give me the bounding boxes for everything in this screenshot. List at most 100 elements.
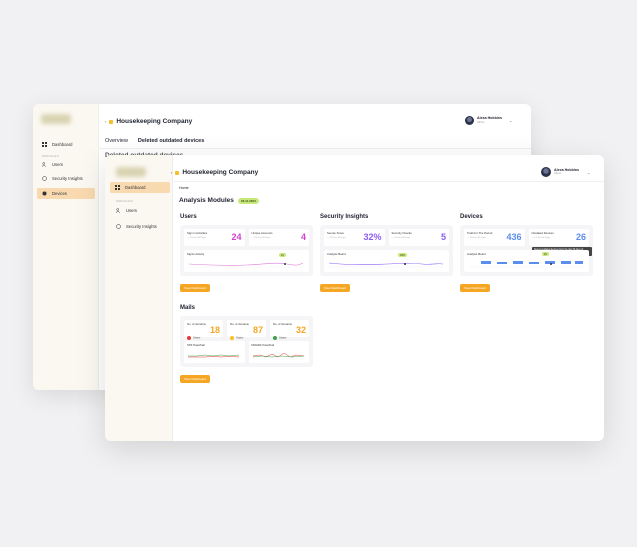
chart-label: SPF Pass/Fail [187,343,205,347]
stat-label: Outdated Devices [531,231,554,235]
company-name: Housekeeping Company [182,169,259,176]
avatar [465,116,474,125]
sidebar: Dashboard MODULES Users Security Insight… [33,104,99,390]
analysis-board-chart: Analysis Board 26 [464,250,589,272]
line-chart [252,352,306,360]
stat-hint: — 1% last 30 Days [531,237,551,239]
stat-label: Sign in Activities [187,231,208,235]
user-role: Admin [554,172,562,176]
sidebar-item-label: Users [126,208,137,213]
sidebar-item-label: Dashboard [125,185,146,190]
stat-hint: — 2% last 30 Days [391,237,411,239]
view-dashboard-button[interactable]: View Dashboard [180,375,210,383]
bar-chart [469,261,583,268]
sidebar-item-label: Security Insights [52,176,83,181]
company-logo [116,167,146,177]
stat-label: No. of domains [187,322,206,326]
user-menu[interactable]: Alexa Hobbins Admin ⌄ [541,167,590,177]
user-menu[interactable]: Alexa Hobbins Admin ⌄ [465,116,512,125]
stat-card: No. of domains Status 32 [270,320,309,340]
security-panel: Secure Score — 4% last 30 Days 32% Secur… [320,225,453,276]
chevron-down-icon: ⌄ [508,118,513,123]
sidebar-item-security-insights[interactable]: Security Insights [42,176,83,181]
stat-card: Total For The Period — 1% last 30 Days 4… [464,229,525,246]
stat-value: 4 [300,232,306,242]
page-title-text: Analysis Modules [179,197,234,204]
users-icon [42,162,46,167]
sidebar-item-label: Users [52,162,63,167]
status-label: Status [236,336,244,340]
stat-label: No. of domains [230,322,249,326]
security-insights-section: Security Insights Secure Score — 4% last… [320,214,453,294]
sidebar-section-label: MODULES [116,199,133,203]
view-dashboard-button[interactable]: View Dashboard [320,284,350,292]
chevron-left-icon: ‹ [105,119,107,124]
company-switcher[interactable]: ‹ Housekeeping Company [105,118,192,125]
stat-label: Security Checks [391,231,412,235]
users-panel: Sign in Activities — 2% last 30 Days 24 … [180,225,313,276]
sidebar-item-label: Devices [52,191,67,196]
date-badge: 03.11.2023 [237,197,259,204]
status-label: Status [193,336,201,340]
grid-icon [42,142,47,147]
status-label: Status [279,336,287,340]
sidebar-item-security-insights[interactable]: Security Insights [116,224,157,229]
stat-value: 26 [575,232,586,242]
sidebar-item-dashboard[interactable]: Dashboard [110,182,170,193]
section-title: Security Insights [320,214,369,220]
analysis-board-chart: Analysis Board 32% [324,250,449,272]
shield-icon [116,224,121,229]
company-icon [175,170,180,175]
stat-value: 32% [363,232,382,242]
breadcrumb[interactable]: Home [179,186,189,190]
mails-section: Mails No. of domains Status 18 No. of do… [180,305,313,385]
stat-hint: — 1% last 30 Days [467,237,486,239]
stat-card: Sign in Activities — 2% last 30 Days 24 [184,229,245,246]
sidebar-item-users[interactable]: Users [116,208,137,213]
chart-value-pill: 26 [542,252,549,256]
stat-value: 5 [440,232,446,242]
dmarc-chart: DMARC Pass/Fail [248,341,309,363]
avatar [541,167,551,177]
divider [99,148,531,149]
stat-value: 24 [231,232,242,242]
mails-panel: No. of domains Status 18 No. of domains … [180,316,313,367]
sidebar-item-users[interactable]: Users [42,162,63,167]
tab-overview[interactable]: Overview [105,138,128,144]
chart-value-pill: 32% [398,253,407,257]
chart-value-pill: 24 [279,253,286,257]
device-icon [42,191,47,196]
view-dashboard-button[interactable]: View Dashboard [460,284,490,292]
sidebar-item-dashboard[interactable]: Dashboard [42,142,73,147]
company-icon [109,119,114,124]
devices-panel: Total For The Period — 1% last 30 Days 4… [460,225,593,276]
section-title: Users [180,214,197,220]
company-switcher[interactable]: ‹ Housekeeping Company [171,169,258,176]
section-title: Devices [460,214,483,220]
chart-label: DMARC Pass/Fail [251,343,275,347]
line-chart [328,262,444,268]
stat-hint: — 2% last 30 Days [187,237,206,239]
stat-hint: — 2% last 30 Days [251,237,271,239]
users-icon [116,208,120,213]
chevron-down-icon: ⌄ [586,169,591,175]
sidebar-item-label: Dashboard [52,142,73,147]
divider [173,181,604,182]
stat-card: Unique Accounts — 2% last 30 Days 4 [248,229,309,246]
sidebar-section-label: MODULES [42,154,59,158]
user-role: Admin [477,120,485,124]
chart-label: Signin Activity [187,252,205,256]
page-title: Analysis Modules 03.11.2023 [179,197,259,204]
stat-card: No. of domains Status 18 [184,320,223,340]
sidebar-item-devices[interactable]: Devices [37,188,95,199]
stat-label: Unique Accounts [251,231,273,235]
stat-value: 18 [209,325,220,335]
stat-label: No. of domains [273,322,292,326]
section-title: Mails [180,305,196,311]
stat-card: Secure Score — 4% last 30 Days 32% [324,229,385,246]
status-dot [273,335,277,340]
shield-icon [42,176,47,181]
status-dot [187,335,191,340]
view-dashboard-button[interactable]: View Dashboard [180,284,210,292]
signin-activity-chart: Signin Activity 24 [184,250,309,272]
